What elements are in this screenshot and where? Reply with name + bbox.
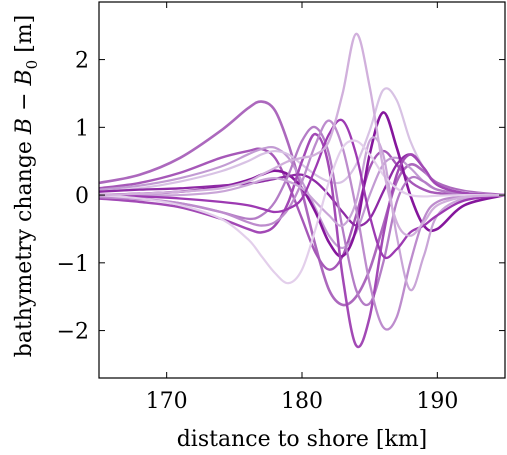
y-tick-label: 0	[75, 184, 89, 209]
series-line-8	[99, 132, 505, 349]
series-layer	[99, 32, 505, 349]
series-line-12	[99, 139, 505, 285]
y-axis-label-var-b: B	[12, 118, 37, 135]
series-line-10	[99, 136, 505, 292]
series-line-3	[99, 145, 505, 250]
y-tick-label: 1	[75, 116, 89, 141]
ticks-layer: 170 180 190 −2 −1 0 1 2	[57, 2, 505, 414]
y-tick-label: −1	[57, 252, 89, 277]
y-axis-label-prefix: bathymetry change	[12, 134, 37, 357]
series-line-9	[99, 119, 505, 331]
y-axis-label-minus: −	[12, 85, 37, 117]
y-axis-label-unit: [m]	[12, 15, 37, 60]
series-line-2	[99, 147, 505, 271]
y-axis-label-var-b0: B	[12, 69, 37, 86]
x-axis-label: distance to shore [km]	[177, 427, 428, 452]
x-tick-label: 180	[281, 389, 323, 414]
x-tick-label: 170	[146, 389, 188, 414]
y-axis-label: bathymetry change B − B0 [m]	[12, 15, 41, 358]
y-tick-label: −2	[57, 320, 89, 345]
series-line-13	[99, 32, 505, 237]
y-tick-label: 2	[75, 49, 89, 74]
x-tick-label: 190	[416, 389, 458, 414]
y-axis-label-subscript: 0	[23, 60, 41, 70]
series-line-1	[99, 100, 505, 307]
